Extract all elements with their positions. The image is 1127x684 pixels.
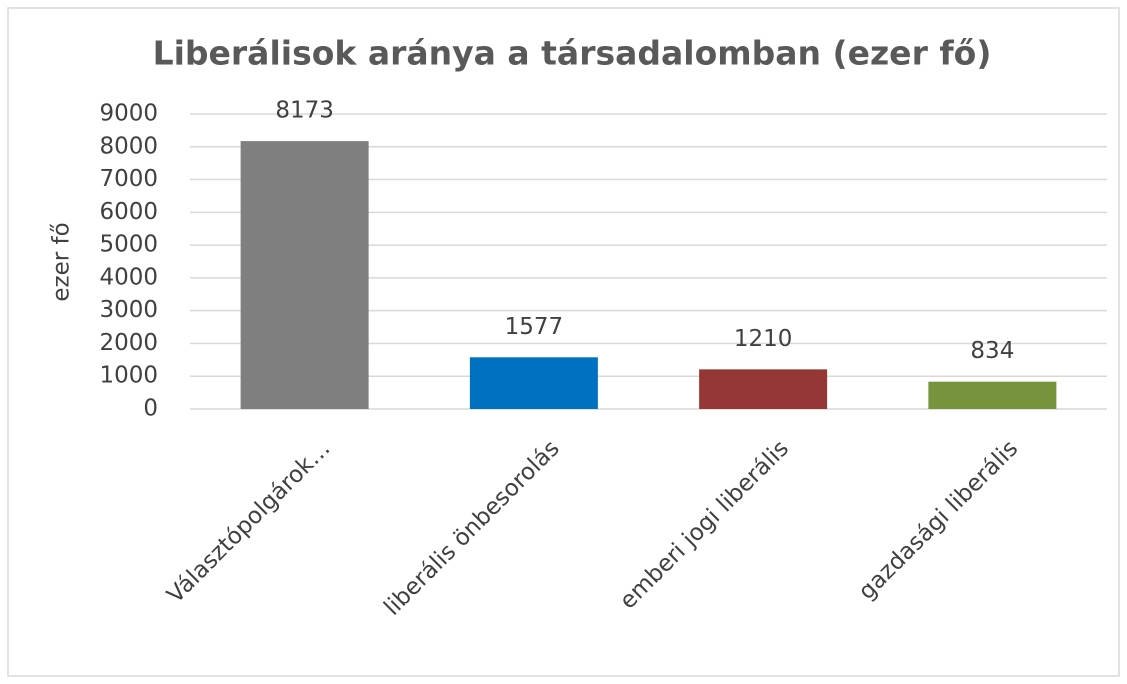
bar	[699, 369, 828, 409]
y-axis-label: ezer fő	[49, 222, 75, 301]
y-tick-label: 0	[143, 396, 158, 422]
data-label: 1577	[505, 314, 564, 340]
data-label: 8173	[275, 98, 334, 124]
chart-title: Liberálisok aránya a társadalomban (ezer…	[153, 34, 992, 73]
chart-border	[7, 7, 1120, 677]
y-tick-label: 3000	[99, 297, 158, 323]
data-label: 1210	[734, 326, 793, 352]
bar	[928, 381, 1057, 409]
y-tick-label: 1000	[99, 363, 158, 389]
bar	[469, 357, 598, 409]
bar	[240, 141, 369, 409]
y-tick-label: 2000	[99, 330, 158, 356]
y-tick-label: 9000	[99, 101, 158, 127]
y-tick-label: 8000	[99, 133, 158, 159]
y-tick-label: 4000	[99, 264, 158, 290]
data-label: 834	[970, 338, 1014, 364]
y-tick-label: 5000	[99, 232, 158, 258]
y-tick-label: 7000	[99, 166, 158, 192]
y-tick-label: 6000	[99, 199, 158, 225]
